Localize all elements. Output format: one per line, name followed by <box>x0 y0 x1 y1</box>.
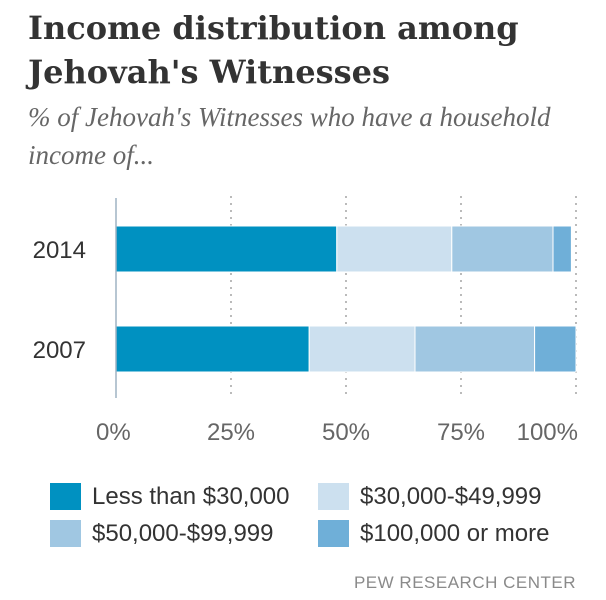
legend-swatch <box>50 520 81 547</box>
stacked-bar-chart: 2014 2007 0% 25% 50% 75% 100% <box>33 196 578 446</box>
category-label-2007: 2007 <box>33 337 86 364</box>
legend-label: Less than $30,000 <box>92 482 290 510</box>
legend-item-4: $100,000 or more <box>318 517 590 550</box>
x-tick-label-100: 100% <box>517 419 578 446</box>
x-tick-label-75: 75% <box>437 419 485 446</box>
legend-label: $30,000-$49,999 <box>360 482 542 510</box>
x-tick-label-25: 25% <box>207 419 255 446</box>
x-tick-label-50: 50% <box>322 419 370 446</box>
source-credit: PEW RESEARCH CENTER <box>353 573 576 592</box>
bar-2007-series-1 <box>115 325 310 373</box>
category-label-2014: 2014 <box>33 237 86 264</box>
bar-2007-series-2 <box>308 325 416 373</box>
legend-swatch <box>318 483 349 510</box>
legend-item-3: $50,000-$99,999 <box>50 517 318 550</box>
legend-swatch <box>318 520 349 547</box>
chart-title: Income distribution among Jehovah's Witn… <box>28 9 519 91</box>
bar-2014-series-4 <box>552 225 572 273</box>
chart-legend: Less than $30,000 $30,000-$49,999 $50,000-… <box>50 480 590 550</box>
bar-2014-series-1 <box>115 225 338 273</box>
legend-item-1: Less than $30,000 <box>50 480 318 513</box>
bar-2007-series-4 <box>534 325 577 373</box>
chart-subtitle: % of Jehovah's Witnesses who have a hous… <box>28 102 551 170</box>
x-tick-label-0: 0% <box>96 419 131 446</box>
bar-2007-series-3 <box>414 325 536 373</box>
bar-2014-series-3 <box>451 225 554 273</box>
bar-2014-series-2 <box>336 225 453 273</box>
legend-item-2: $30,000-$49,999 <box>318 480 590 513</box>
legend-label: $100,000 or more <box>360 519 550 547</box>
legend-swatch <box>50 483 81 510</box>
legend-label: $50,000-$99,999 <box>92 519 274 547</box>
